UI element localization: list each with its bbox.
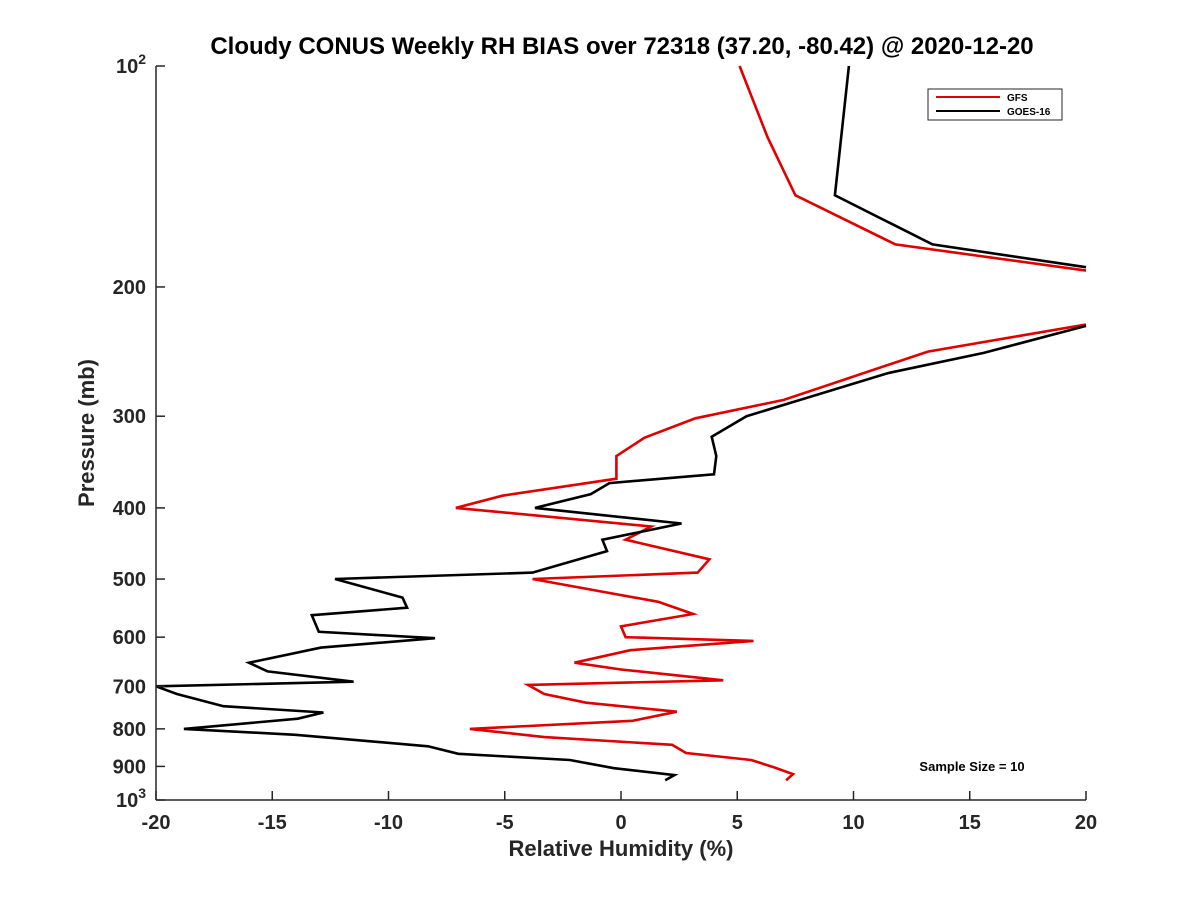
- y-tick-label: 800: [113, 719, 146, 741]
- legend: GFS GOES-16: [927, 88, 1063, 121]
- y-tick-label: 300: [113, 406, 146, 428]
- x-tick-label: 20: [1075, 812, 1097, 834]
- y-tick-label: 200: [113, 277, 146, 299]
- series-line-gfs-1: [455, 323, 1087, 782]
- y-tick-label: 700: [113, 676, 146, 698]
- x-tick-label: -10: [374, 812, 403, 834]
- y-tick-label: 400: [113, 498, 146, 520]
- legend-label-gfs: GFS: [1007, 93, 1028, 104]
- y-ticks: 102 200 300 400 500 600 700 800 900 103: [113, 51, 165, 812]
- y-tick-label: 900: [113, 756, 146, 778]
- y-tick-label: 600: [113, 627, 146, 649]
- series-line-goes16-1: [155, 324, 1087, 782]
- plot-background: [156, 66, 1086, 800]
- plot-area: [156, 66, 1086, 800]
- x-tick-label: 5: [732, 812, 743, 834]
- x-ticks: -20 -15 -10 -5 0 5 10 15 20: [142, 791, 1097, 834]
- y-tick-label: 500: [113, 569, 146, 591]
- x-tick-label: 10: [842, 812, 864, 834]
- x-tick-label: -15: [258, 812, 287, 834]
- y-axis-label: Pressure (mb): [74, 359, 99, 507]
- chart-title: Cloudy CONUS Weekly RH BIAS over 72318 (…: [210, 33, 1033, 60]
- x-tick-label: 0: [615, 812, 626, 834]
- legend-box: [927, 88, 1063, 121]
- x-tick-label: 15: [959, 812, 981, 834]
- series-line-goes16-0: [833, 65, 1087, 269]
- x-tick-label: -5: [496, 812, 514, 834]
- legend-label-goes16: GOES-16: [1007, 107, 1051, 118]
- y-tick-label: 103: [116, 785, 146, 812]
- x-axis-label: Relative Humidity (%): [509, 836, 734, 861]
- series-layer: [155, 65, 1087, 782]
- sample-size-annotation: Sample Size = 10: [919, 759, 1024, 774]
- x-tick-label: -20: [142, 812, 171, 834]
- y-tick-label: 102: [116, 51, 146, 78]
- series-line-gfs-0: [738, 65, 1087, 272]
